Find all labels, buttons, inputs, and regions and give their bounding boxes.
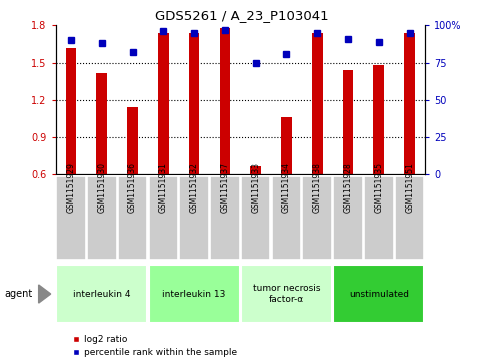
Text: GSM1151937: GSM1151937	[220, 163, 229, 213]
Text: GSM1151938: GSM1151938	[313, 163, 322, 213]
Bar	[56, 265, 147, 323]
Bar	[179, 176, 209, 260]
Bar	[333, 176, 363, 260]
Text: GSM1151936: GSM1151936	[128, 163, 137, 213]
Text: GSM1151931: GSM1151931	[159, 163, 168, 213]
Text: GSM1151932: GSM1151932	[190, 163, 199, 213]
Bar	[149, 176, 178, 260]
Bar	[333, 265, 425, 323]
Text: GSM1151951: GSM1151951	[405, 163, 414, 213]
Text: GSM1151929: GSM1151929	[67, 163, 75, 213]
Bar	[96, 73, 107, 174]
Bar	[364, 176, 394, 260]
Bar	[342, 70, 354, 174]
Bar	[66, 48, 76, 174]
Bar	[241, 176, 270, 260]
Bar	[210, 176, 240, 260]
Bar	[118, 176, 147, 260]
Text: GSM1151930: GSM1151930	[97, 163, 106, 213]
Bar	[272, 176, 301, 260]
Bar	[241, 265, 332, 323]
Text: tumor necrosis
factor-α: tumor necrosis factor-α	[253, 284, 320, 304]
Bar	[281, 117, 292, 174]
Text: unstimulated: unstimulated	[349, 290, 409, 298]
Text: agent: agent	[5, 289, 33, 299]
Legend: log2 ratio, percentile rank within the sample: log2 ratio, percentile rank within the s…	[68, 331, 241, 361]
Bar	[302, 176, 332, 260]
Text: GSM1151928: GSM1151928	[343, 163, 353, 213]
Text: GSM1151934: GSM1151934	[282, 163, 291, 213]
Bar	[87, 176, 116, 260]
Bar	[158, 33, 169, 174]
Bar	[149, 265, 240, 323]
Bar	[219, 28, 230, 174]
Text: GDS5261 / A_23_P103041: GDS5261 / A_23_P103041	[155, 9, 328, 22]
Bar	[250, 166, 261, 174]
Bar	[312, 33, 323, 174]
Text: interleukin 4: interleukin 4	[73, 290, 130, 298]
Text: GSM1151933: GSM1151933	[251, 163, 260, 213]
Bar	[189, 33, 199, 174]
Bar	[373, 65, 384, 174]
Bar	[404, 33, 415, 174]
Bar	[395, 176, 425, 260]
Bar	[127, 107, 138, 174]
Bar	[56, 176, 85, 260]
Text: GSM1151935: GSM1151935	[374, 163, 384, 213]
Text: interleukin 13: interleukin 13	[162, 290, 226, 298]
